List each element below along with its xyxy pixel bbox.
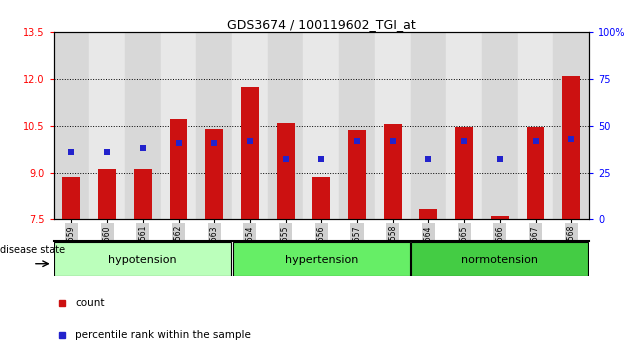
Bar bbox=[411, 242, 588, 276]
Bar bbox=[491, 216, 509, 219]
Text: percentile rank within the sample: percentile rank within the sample bbox=[75, 330, 251, 339]
Bar bbox=[169, 119, 188, 219]
Text: normotension: normotension bbox=[461, 255, 538, 265]
Bar bbox=[553, 32, 589, 219]
Bar bbox=[420, 209, 437, 219]
Bar bbox=[527, 127, 544, 219]
Bar bbox=[277, 122, 295, 219]
Bar bbox=[241, 87, 259, 219]
Bar bbox=[205, 129, 223, 219]
Bar bbox=[339, 32, 375, 219]
Bar bbox=[268, 32, 304, 219]
Bar bbox=[197, 32, 232, 219]
Bar bbox=[134, 170, 152, 219]
Text: hypertension: hypertension bbox=[285, 255, 358, 265]
Bar bbox=[161, 32, 197, 219]
Bar bbox=[446, 32, 482, 219]
Title: GDS3674 / 100119602_TGI_at: GDS3674 / 100119602_TGI_at bbox=[227, 18, 416, 31]
Bar bbox=[348, 130, 366, 219]
Bar bbox=[54, 242, 231, 276]
Bar bbox=[54, 32, 89, 219]
Text: disease state: disease state bbox=[0, 245, 65, 255]
Bar bbox=[232, 32, 268, 219]
Bar bbox=[62, 177, 81, 219]
Bar bbox=[125, 32, 161, 219]
Bar bbox=[98, 170, 116, 219]
Bar bbox=[518, 32, 553, 219]
Bar bbox=[304, 32, 339, 219]
Bar bbox=[312, 177, 330, 219]
Bar bbox=[482, 32, 518, 219]
Bar bbox=[384, 124, 402, 219]
Bar bbox=[563, 76, 580, 219]
Bar bbox=[411, 32, 446, 219]
Bar bbox=[375, 32, 411, 219]
Text: count: count bbox=[75, 298, 105, 308]
Bar bbox=[232, 242, 410, 276]
Text: hypotension: hypotension bbox=[108, 255, 177, 265]
Bar bbox=[89, 32, 125, 219]
Bar bbox=[455, 127, 473, 219]
